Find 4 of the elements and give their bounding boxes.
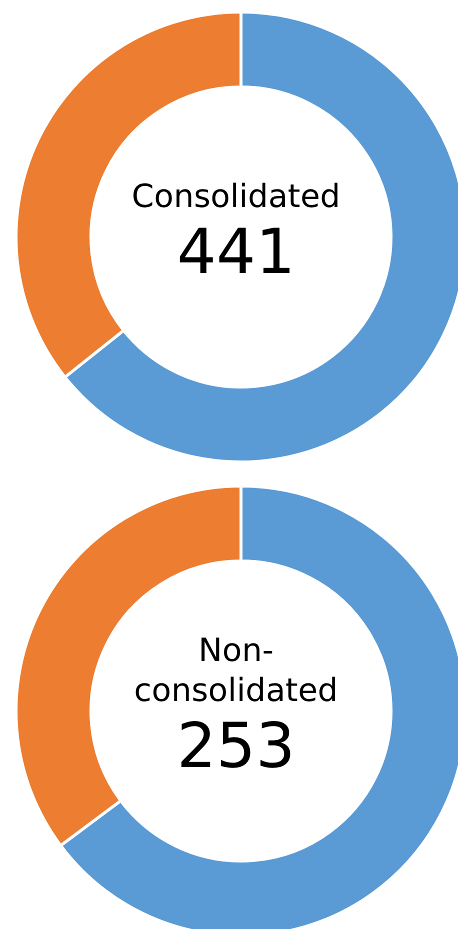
text: 253 [176, 709, 296, 782]
text: Consolidated [130, 176, 342, 216]
text: Non-consolidated [133, 630, 339, 710]
text: 441 [176, 215, 296, 288]
